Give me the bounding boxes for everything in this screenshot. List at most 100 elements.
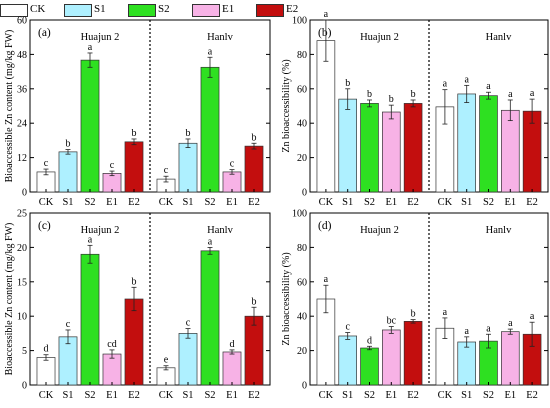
legend-label: E1 bbox=[222, 3, 235, 15]
significance-letter: b bbox=[345, 78, 350, 89]
bar-s2 bbox=[200, 66, 220, 193]
x-tick-label: CK bbox=[159, 390, 174, 401]
y-axis-title: Bioaccessible Zn content (mg/kg FW) bbox=[4, 223, 15, 376]
y-tick-label: 60 bbox=[297, 84, 307, 95]
significance-letter: a bbox=[88, 42, 93, 53]
y-tick-label: 48 bbox=[17, 50, 27, 61]
y-axis-title: Bioaccessible Zn content (mg/kg FW) bbox=[4, 30, 15, 183]
panel-label: (d) bbox=[318, 220, 332, 232]
bar-ck bbox=[316, 40, 336, 193]
significance-letter: a bbox=[508, 318, 513, 329]
x-tick-label: E2 bbox=[248, 197, 260, 208]
y-tick-label: 10 bbox=[17, 312, 27, 323]
group-label: Hanlv bbox=[486, 32, 512, 43]
legend-label: S2 bbox=[158, 3, 170, 15]
significance-letter: bc bbox=[387, 316, 397, 327]
bar-e2 bbox=[403, 103, 423, 193]
legend-label: CK bbox=[30, 3, 46, 15]
y-tick-label: 40 bbox=[297, 119, 307, 130]
x-tick-label: S1 bbox=[342, 197, 353, 208]
x-tick-label: CK bbox=[438, 197, 453, 208]
bar-s2 bbox=[360, 347, 379, 386]
chart-panel: 0 20 40 60 80 100 Zn bioaccessibility (%) (d) Hu… bbox=[281, 209, 549, 401]
y-tick-label: 20 bbox=[297, 153, 307, 164]
y-tick-label: 20 bbox=[17, 243, 27, 254]
significance-letter: b bbox=[411, 89, 416, 100]
bar-e2 bbox=[244, 145, 264, 193]
significance-letter: a bbox=[324, 9, 329, 20]
legend-swatch bbox=[128, 4, 156, 17]
y-tick-label: 0 bbox=[22, 188, 27, 199]
bar-s1 bbox=[338, 98, 357, 193]
group-label: Hanlv bbox=[486, 225, 512, 236]
x-tick-label: E2 bbox=[128, 197, 140, 208]
significance-letter: a bbox=[443, 307, 448, 318]
bar-s2 bbox=[80, 59, 100, 193]
significance-letter: b bbox=[252, 296, 257, 307]
y-tick-label: 5 bbox=[22, 346, 27, 357]
panel-label: (c) bbox=[38, 220, 51, 232]
significance-letter: a bbox=[508, 89, 513, 100]
bar-s2 bbox=[200, 250, 220, 386]
y-tick-label: 100 bbox=[292, 209, 307, 220]
y-tick-label: 60 bbox=[17, 16, 27, 27]
y-tick-label: 36 bbox=[17, 84, 27, 95]
x-tick-label: CK bbox=[319, 390, 334, 401]
y-axis-title: Zn bioaccessibility (%) bbox=[281, 252, 292, 345]
x-tick-label: S1 bbox=[62, 390, 73, 401]
bar-s1 bbox=[178, 333, 198, 386]
y-tick-label: 15 bbox=[17, 277, 27, 288]
x-tick-label: E2 bbox=[407, 390, 419, 401]
legend-swatch bbox=[0, 4, 28, 17]
y-tick-label: 24 bbox=[17, 119, 27, 130]
y-tick-label: 0 bbox=[302, 381, 307, 392]
x-tick-label: S1 bbox=[182, 197, 193, 208]
significance-letter: a bbox=[324, 274, 329, 285]
legend-swatch bbox=[192, 4, 220, 17]
x-tick-label: CK bbox=[319, 197, 334, 208]
x-tick-label: S1 bbox=[461, 197, 472, 208]
x-tick-label: S1 bbox=[62, 197, 73, 208]
significance-letter: c bbox=[66, 319, 71, 330]
significance-letter: c bbox=[164, 165, 169, 176]
x-tick-label: S2 bbox=[84, 390, 95, 401]
chart-panel: 0 20 40 60 80 100 Zn bioaccessibility (%) (b) Hu… bbox=[281, 9, 549, 208]
bar-e1 bbox=[102, 353, 122, 386]
x-tick-label: E2 bbox=[248, 390, 260, 401]
bar-e1 bbox=[382, 329, 401, 386]
bar-e1 bbox=[382, 111, 401, 193]
x-tick-label: E1 bbox=[106, 390, 118, 401]
significance-letter: a bbox=[464, 326, 469, 337]
legend-swatch bbox=[64, 4, 92, 17]
x-tick-label: CK bbox=[39, 390, 54, 401]
significance-letter: a bbox=[208, 236, 213, 247]
bar-s1 bbox=[58, 151, 78, 193]
bar-s1 bbox=[178, 142, 198, 193]
bar-e2 bbox=[124, 141, 144, 193]
bar-e2 bbox=[403, 321, 423, 386]
group-label: Huajun 2 bbox=[360, 32, 399, 43]
significance-letter: b bbox=[367, 89, 372, 100]
x-tick-label: S2 bbox=[483, 197, 494, 208]
significance-letter: a bbox=[208, 46, 213, 57]
x-tick-label: S1 bbox=[461, 390, 472, 401]
y-tick-label: 0 bbox=[22, 381, 27, 392]
significance-letter: a bbox=[486, 323, 491, 334]
bar-s1 bbox=[457, 93, 476, 193]
y-tick-label: 60 bbox=[297, 277, 307, 288]
panel-label: (b) bbox=[318, 27, 332, 39]
x-tick-label: S1 bbox=[342, 390, 353, 401]
bar-s1 bbox=[338, 335, 357, 386]
x-tick-label: S2 bbox=[483, 390, 494, 401]
y-tick-label: 25 bbox=[17, 209, 27, 220]
group-label: Huajun 2 bbox=[81, 32, 120, 43]
bar-e1 bbox=[501, 109, 520, 193]
group-label: Hanlv bbox=[207, 225, 233, 236]
significance-letter: b bbox=[66, 139, 71, 150]
bar-e2 bbox=[124, 298, 144, 386]
x-tick-label: S2 bbox=[364, 197, 375, 208]
significance-letter: a bbox=[530, 311, 535, 322]
significance-letter: c bbox=[110, 160, 115, 171]
